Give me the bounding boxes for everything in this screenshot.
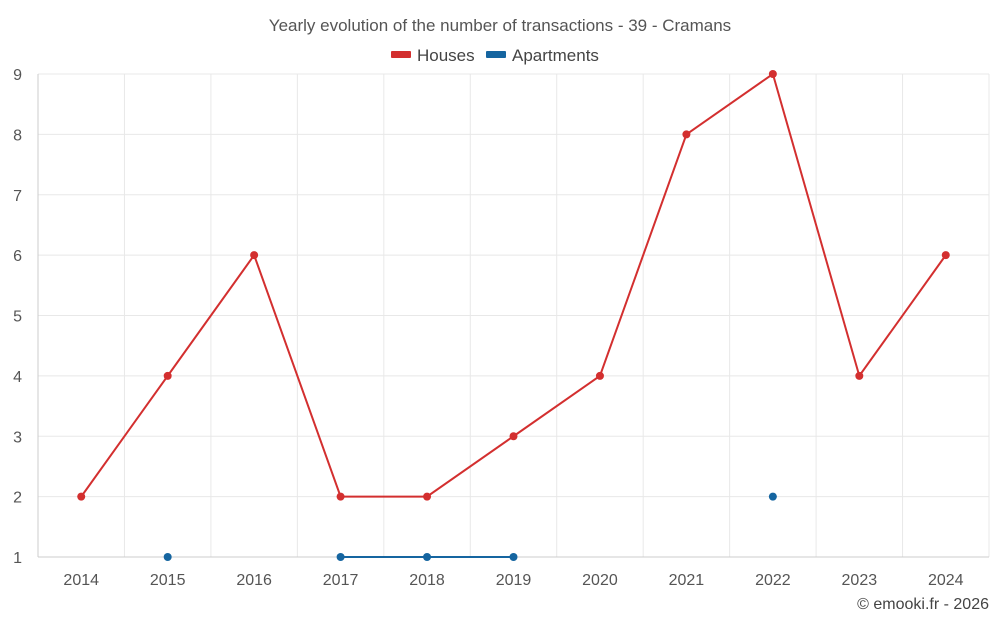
y-tick-label: 8 (13, 127, 22, 144)
data-point-houses[interactable] (682, 130, 691, 139)
x-tick-label: 2017 (323, 572, 359, 589)
x-tick-label: 2022 (755, 572, 791, 589)
legend-item-houses[interactable]: Houses (391, 46, 475, 65)
x-tick-label: 2016 (236, 572, 272, 589)
y-tick-label: 4 (13, 369, 22, 386)
series-apartments (163, 492, 777, 561)
legend-swatch-apartments (486, 51, 506, 58)
data-point-houses[interactable] (768, 70, 777, 78)
x-tick-label: 2021 (669, 572, 705, 589)
data-point-houses[interactable] (509, 432, 518, 441)
x-tick-label: 2019 (496, 572, 532, 589)
data-point-houses[interactable] (423, 492, 432, 501)
x-tick-label: 2023 (842, 572, 878, 589)
data-point-houses[interactable] (941, 251, 950, 260)
x-tick-label: 2024 (928, 572, 964, 589)
legend-label-houses: Houses (417, 46, 475, 65)
y-tick-label: 9 (13, 67, 22, 84)
data-point-apartments[interactable] (768, 492, 777, 501)
chart-title: Yearly evolution of the number of transa… (269, 16, 731, 35)
data-point-houses[interactable] (855, 371, 864, 380)
data-point-apartments[interactable] (509, 553, 518, 561)
legend-label-apartments: Apartments (512, 46, 599, 65)
credit: © emooki.fr - 2026 (857, 596, 989, 613)
y-tick-label: 7 (13, 188, 22, 205)
data-point-houses[interactable] (336, 492, 345, 501)
data-point-apartments[interactable] (336, 553, 345, 561)
y-tick-label: 3 (13, 429, 22, 446)
x-tick-label: 2015 (150, 572, 186, 589)
data-point-apartments[interactable] (163, 553, 172, 561)
series-houses (77, 70, 950, 501)
data-point-houses[interactable] (595, 371, 604, 380)
x-tick-label: 2014 (63, 572, 99, 589)
y-tick-label: 2 (13, 490, 22, 507)
legend-item-apartments[interactable]: Apartments (486, 46, 599, 65)
data-point-houses[interactable] (250, 251, 259, 260)
series (77, 70, 950, 561)
y-tick-label: 6 (13, 248, 22, 265)
legend-swatch-houses (391, 51, 411, 58)
x-tick-label: 2020 (582, 572, 618, 589)
data-point-houses[interactable] (163, 371, 172, 380)
y-tick-label: 5 (13, 309, 22, 326)
data-point-houses[interactable] (77, 492, 86, 501)
axes: 1 2 3 4 5 6 7 8 9 2014 2015 2016 2017 2018 2019 2020 202… (13, 67, 989, 589)
data-point-apartments[interactable] (423, 553, 432, 561)
x-tick-label: 2018 (409, 572, 445, 589)
grid (37, 73, 990, 557)
legend: Houses Apartments (391, 46, 599, 65)
y-tick-label: 1 (13, 550, 22, 567)
